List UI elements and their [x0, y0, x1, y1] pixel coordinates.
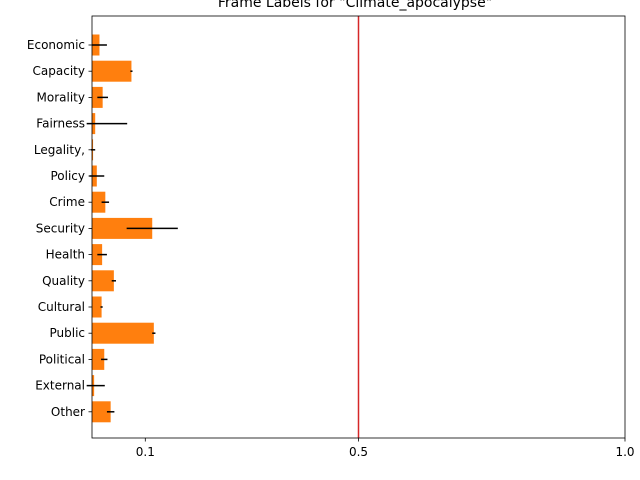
bar: [92, 348, 105, 370]
bar: [92, 191, 106, 213]
y-tick-label: Crime: [49, 195, 85, 209]
plot-area: Economic Capacity Morality Fairness Legality…: [27, 15, 635, 459]
x-tick-label: 1.0: [615, 445, 634, 459]
y-tick-label: Public: [49, 326, 85, 340]
y-tick-label: Morality: [37, 90, 85, 104]
bar: [92, 60, 132, 82]
y-tick-label: Fairness: [36, 117, 85, 131]
y-tick-label: External: [35, 379, 85, 393]
x-tick-label: 0.1: [136, 445, 155, 459]
y-tick-label: Policy: [50, 169, 85, 183]
bar: [92, 217, 153, 239]
y-tick-label: Quality: [42, 274, 85, 288]
x-tick-label: 0.5: [349, 445, 368, 459]
y-tick-label: Health: [46, 248, 85, 262]
y-tick-label: Capacity: [33, 64, 85, 78]
y-tick-label: Legality,: [34, 143, 85, 157]
bar: [92, 270, 114, 292]
y-tick-label: Cultural: [38, 300, 85, 314]
bar: [92, 244, 103, 266]
bar: [92, 322, 154, 344]
bar: [92, 401, 111, 423]
y-tick-label: Other: [51, 405, 85, 419]
chart-title: Frame Labels for "Climate_apocalypse": [218, 0, 492, 11]
y-tick-label: Security: [36, 221, 85, 235]
y-tick-label: Political: [39, 352, 85, 366]
y-tick-label: Economic: [27, 38, 85, 52]
bar: [92, 296, 102, 318]
